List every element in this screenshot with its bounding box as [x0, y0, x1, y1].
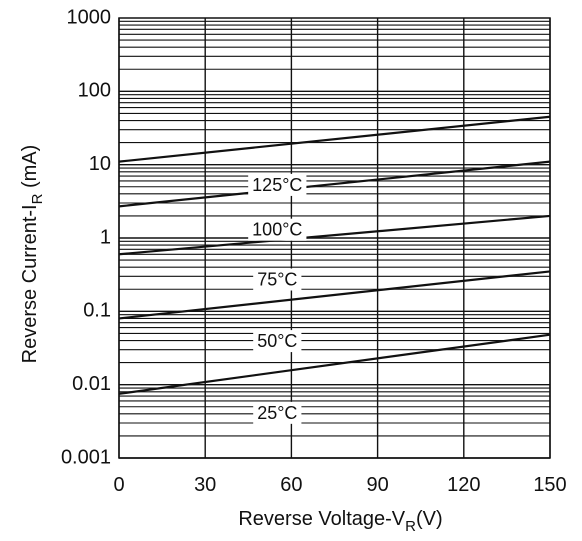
series-line-0 [118, 115, 551, 163]
y-tick-label: 10 [89, 153, 111, 175]
x-tick-label: 0 [113, 474, 124, 496]
series-line-3 [118, 270, 551, 320]
y-tick-label: 0.001 [61, 446, 111, 468]
x-tick-labels: 0 30 60 90 120 150 [113, 474, 566, 496]
x-tick-label: 30 [194, 474, 216, 496]
series-label-bg [253, 268, 302, 291]
series-line-1 [118, 160, 551, 208]
y-tick-label: 1 [100, 226, 111, 248]
x-tick-label: 90 [366, 474, 388, 496]
x-tick-label: 150 [533, 474, 566, 496]
x-axis-title: Reverse Voltage-VR(V) [238, 508, 442, 535]
y-tick-label: 0.1 [83, 300, 111, 322]
series-label-3: 50°C [257, 331, 297, 351]
y-tick-label: 1000 [67, 6, 112, 28]
y-tick-label: 100 [78, 80, 111, 102]
series-line-2 [118, 214, 551, 256]
y-axis-title: Reverse Current-IR (mA) [19, 145, 46, 364]
series-label-4: 25°C [257, 403, 297, 423]
x-tick-label: 60 [280, 474, 302, 496]
series-label-0: 125°C [252, 175, 302, 195]
y-tick-labels: 0.001 0.01 0.1 1 10 100 1000 [61, 6, 111, 468]
y-tick-label: 0.01 [72, 373, 111, 395]
series-line-4 [118, 333, 551, 395]
series-label-1: 100°C [252, 220, 302, 240]
series-label-bg [248, 218, 307, 241]
plot-frame [118, 17, 551, 459]
series-label-bg [253, 330, 302, 353]
series-label-2: 75°C [257, 270, 297, 290]
grid [118, 18, 551, 459]
series-label-bg [253, 401, 302, 424]
curve-labels: 125°C 100°C 75°C 50°C 25°C [248, 173, 307, 424]
series-label-bg [248, 173, 307, 196]
x-tick-label: 120 [447, 474, 480, 496]
curves [118, 115, 551, 395]
